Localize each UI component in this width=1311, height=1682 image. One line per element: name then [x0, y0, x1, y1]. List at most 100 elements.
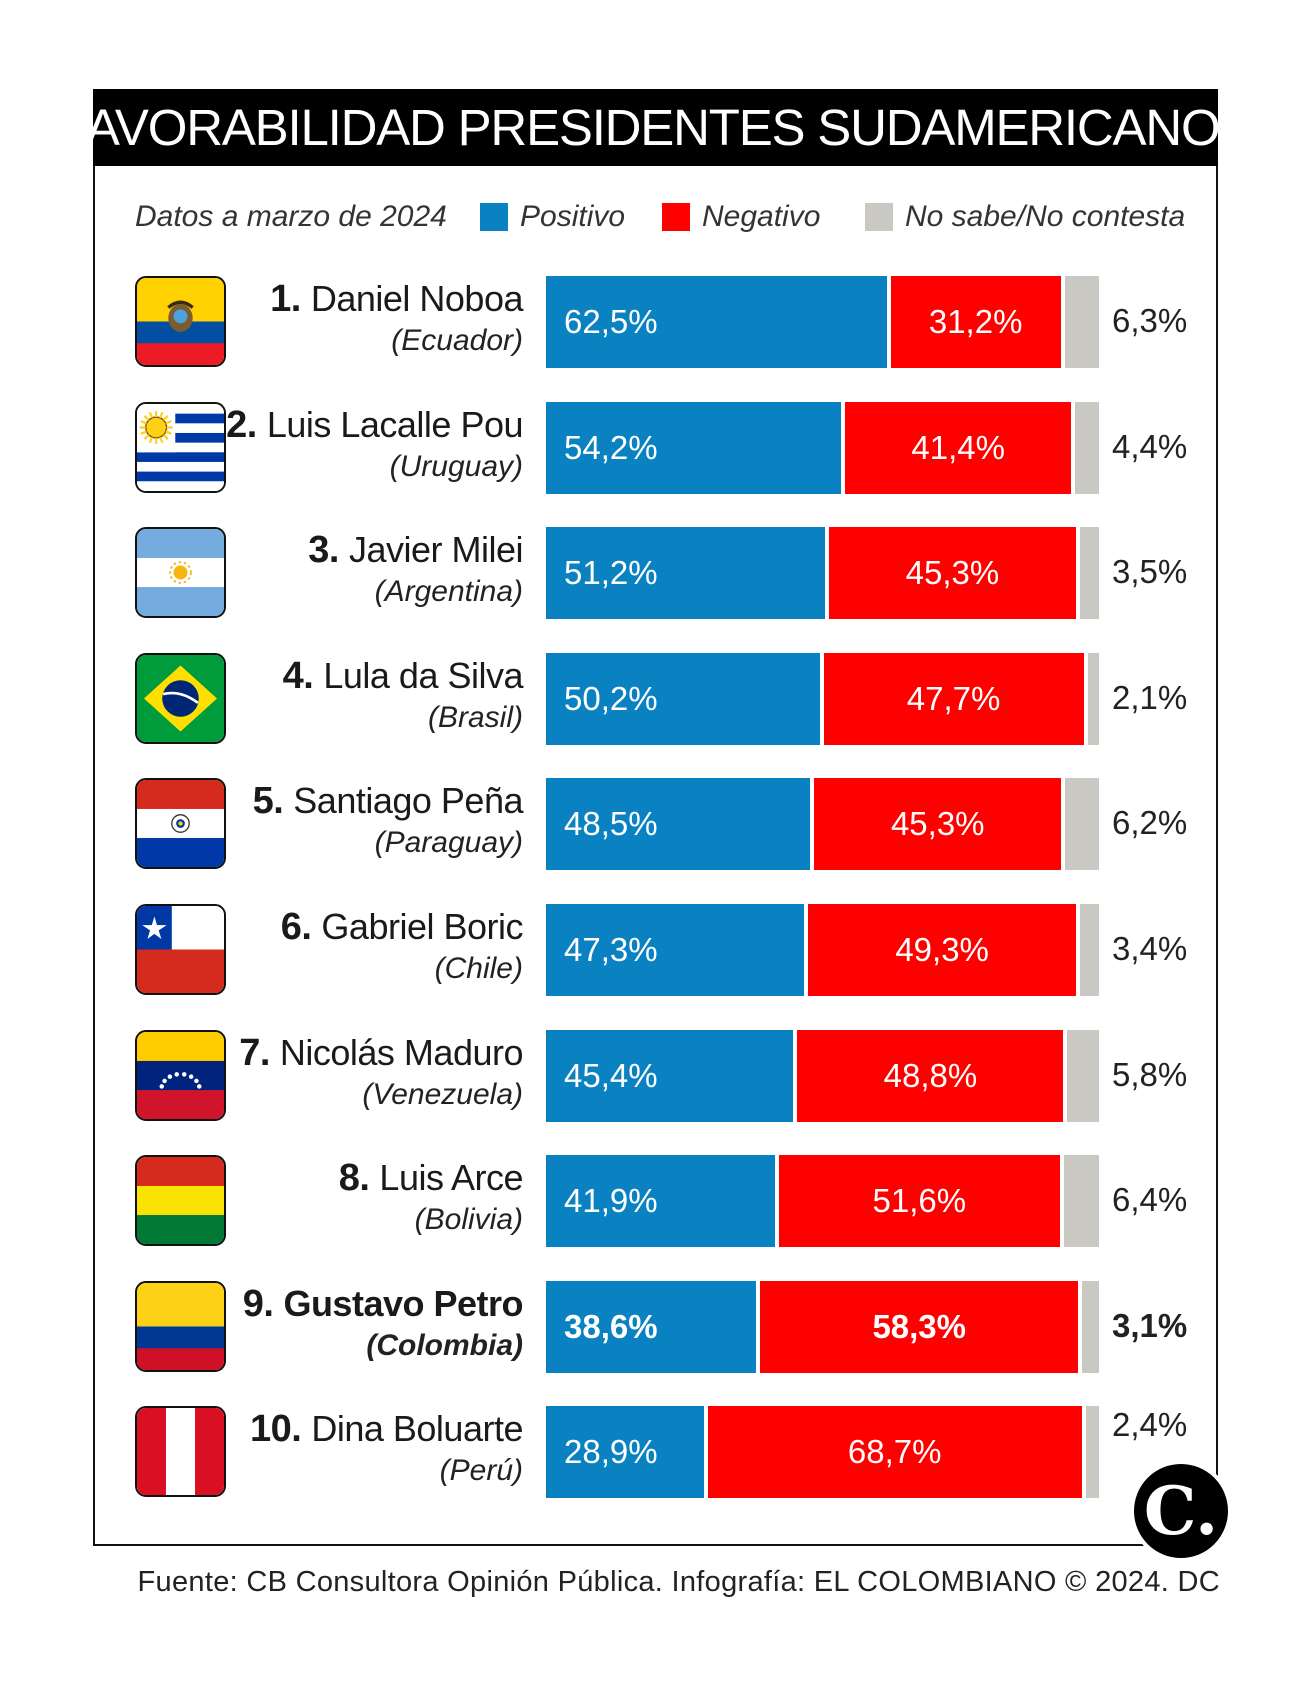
president-name: Luis Arce [379, 1157, 523, 1199]
venezuela-flag-icon [135, 1029, 226, 1121]
legend-positive: Positivo [480, 200, 625, 234]
bar-negative: 47,7% [823, 652, 1084, 745]
bar-positive-label: 38,6% [564, 1307, 658, 1345]
bar-negative: 58,3% [760, 1280, 1079, 1373]
bar-positive: 28,9% [546, 1406, 704, 1499]
bar-negative: 45,3% [814, 778, 1062, 871]
legend: Datos a marzo de 2024 Positivo Negativo … [135, 200, 1185, 240]
president-label: 4. Lula da Silva (Brasil) [283, 653, 524, 737]
stacked-bar: 41,9% 51,6% [546, 1155, 1099, 1248]
chart-row: 8. Luis Arce (Bolivia) 41,9% 51,6% 6,4% [0, 1155, 1311, 1248]
bar-negative-label: 48,8% [883, 1056, 978, 1094]
bar-positive: 50,2% [546, 652, 820, 745]
president-name: Dina Boluarte [311, 1408, 523, 1450]
country-name: (Chile) [434, 952, 523, 985]
bar-no-answer [1067, 1029, 1099, 1122]
president-label: 8. Luis Arce (Bolivia) [338, 1155, 524, 1239]
no-answer-label: 3,1% [1112, 1306, 1188, 1344]
stacked-bar: 38,6% 58,3% [546, 1280, 1099, 1373]
president-name-line: 6. Gabriel Boric [281, 904, 524, 950]
legend-negative: Negativo [662, 200, 820, 234]
paraguay-flag-icon [135, 778, 226, 870]
rank-number: 2. [226, 403, 257, 446]
bar-no-answer [1079, 527, 1099, 620]
chart-row: 9. Gustavo Petro (Colombia) 38,6% 58,3% 3,1% [0, 1280, 1311, 1373]
stacked-bar: 48,5% 45,3% [546, 778, 1099, 871]
bar-negative-label: 45,3% [890, 805, 985, 843]
rank-number: 3. [308, 529, 339, 572]
no-answer-label: 6,4% [1112, 1181, 1188, 1219]
president-name-line: 7. Nicolás Maduro [239, 1030, 523, 1076]
bar-no-answer [1082, 1280, 1099, 1373]
president-name-line: 5. Santiago Peña [253, 778, 524, 824]
chart-row: 1. Daniel Noboa (Ecuador) 62,5% 31,2% 6,3% [0, 276, 1311, 368]
bar-positive-label: 47,3% [564, 931, 658, 968]
no-answer-label: 2,4% [1112, 1406, 1188, 1444]
bar-positive-label: 28,9% [564, 1433, 658, 1471]
president-name-line: 2. Luis Lacalle Pou [226, 402, 523, 448]
bar-negative: 41,4% [845, 401, 1071, 494]
country-name: (Venezuela) [362, 1077, 523, 1111]
bar-negative: 48,8% [797, 1029, 1064, 1122]
country-name: (Ecuador) [391, 324, 523, 357]
bar-positive-label: 54,2% [564, 428, 658, 466]
bar-negative-label: 68,7% [847, 1433, 942, 1471]
president-name-line: 8. Luis Arce [338, 1155, 524, 1201]
stacked-bar: 51,2% 45,3% [546, 527, 1099, 620]
legend-no-answer-swatch [865, 203, 893, 231]
legend-negative-label: Negativo [702, 200, 821, 233]
chart-row: 7. Nicolás Maduro (Venezuela) 45,4% 48,8% 5,8… [0, 1029, 1311, 1122]
stacked-bar: 45,4% 48,8% [546, 1029, 1099, 1122]
chart-row: 4. Lula da Silva (Brasil) 50,2% 47,7% 2,1% [0, 652, 1311, 745]
chart-row: 10. Dina Boluarte (Perú) 28,9% 68,7% 2,4% [0, 1406, 1311, 1499]
legend-positive-label: Positivo [520, 200, 626, 233]
bar-negative: 49,3% [807, 904, 1077, 996]
rank-number: 1. [270, 278, 301, 320]
bar-no-answer [1064, 1155, 1099, 1248]
stacked-bar: 50,2% 47,7% [546, 652, 1099, 745]
president-name-line: 10. Dina Boluarte [250, 1406, 523, 1452]
chart-row: 3. Javier Milei (Argentina) 51,2% 45,3% 3,5% [0, 527, 1311, 620]
president-label: 1. Daniel Noboa (Ecuador) [270, 276, 523, 360]
president-name: Javier Milei [348, 529, 524, 571]
legend-negative-swatch [662, 203, 690, 231]
bar-positive-label: 51,2% [564, 554, 658, 592]
country-name: (Brasil) [428, 700, 523, 734]
country-name: (Paraguay) [374, 826, 523, 860]
argentina-flag-icon [135, 527, 226, 619]
president-name-line: 4. Lula da Silva [283, 653, 524, 699]
bar-positive: 45,4% [546, 1029, 794, 1122]
bar-positive-label: 45,4% [564, 1056, 658, 1094]
country-name: (Bolivia) [414, 1203, 523, 1237]
bar-positive: 38,6% [546, 1280, 757, 1373]
president-label: 5. Santiago Peña (Paraguay) [253, 778, 524, 862]
bar-no-answer [1065, 778, 1099, 871]
president-name-line: 3. Javier Milei [308, 527, 523, 573]
rank-number: 9. [242, 1282, 274, 1325]
bar-no-answer [1075, 401, 1099, 494]
bar-negative-label: 51,6% [872, 1182, 967, 1220]
brazil-flag-icon [135, 652, 226, 744]
bar-no-answer [1064, 276, 1099, 368]
country-name: (Uruguay) [389, 449, 523, 483]
country-name: (Perú) [439, 1454, 523, 1488]
date-note: Datos a marzo de 2024 [135, 200, 447, 233]
chile-flag-icon [135, 904, 226, 995]
legend-no-answer: No sabe/No contesta [865, 200, 1185, 234]
bar-no-answer [1087, 652, 1099, 745]
bolivia-flag-icon [135, 1155, 226, 1247]
peru-flag-icon [135, 1406, 226, 1498]
president-name-line: 9. Gustavo Petro [242, 1281, 524, 1327]
legend-no-answer-label: No sabe/No contesta [905, 200, 1186, 233]
stacked-bar: 62,5% 31,2% [546, 276, 1099, 368]
rank-number: 8. [338, 1157, 370, 1200]
bar-positive-label: 48,5% [564, 805, 658, 843]
president-name: Gabriel Boric [321, 906, 523, 947]
bar-positive: 54,2% [546, 401, 842, 494]
president-name: Santiago Peña [293, 780, 523, 822]
country-name: (Argentina) [374, 575, 523, 609]
stacked-bar: 54,2% 41,4% [546, 401, 1099, 494]
bar-negative-label: 58,3% [872, 1307, 967, 1345]
president-label: 9. Gustavo Petro (Colombia) [242, 1281, 524, 1365]
source-footer: Fuente: CB Consultora Opinión Pública. I… [137, 1566, 1220, 1598]
